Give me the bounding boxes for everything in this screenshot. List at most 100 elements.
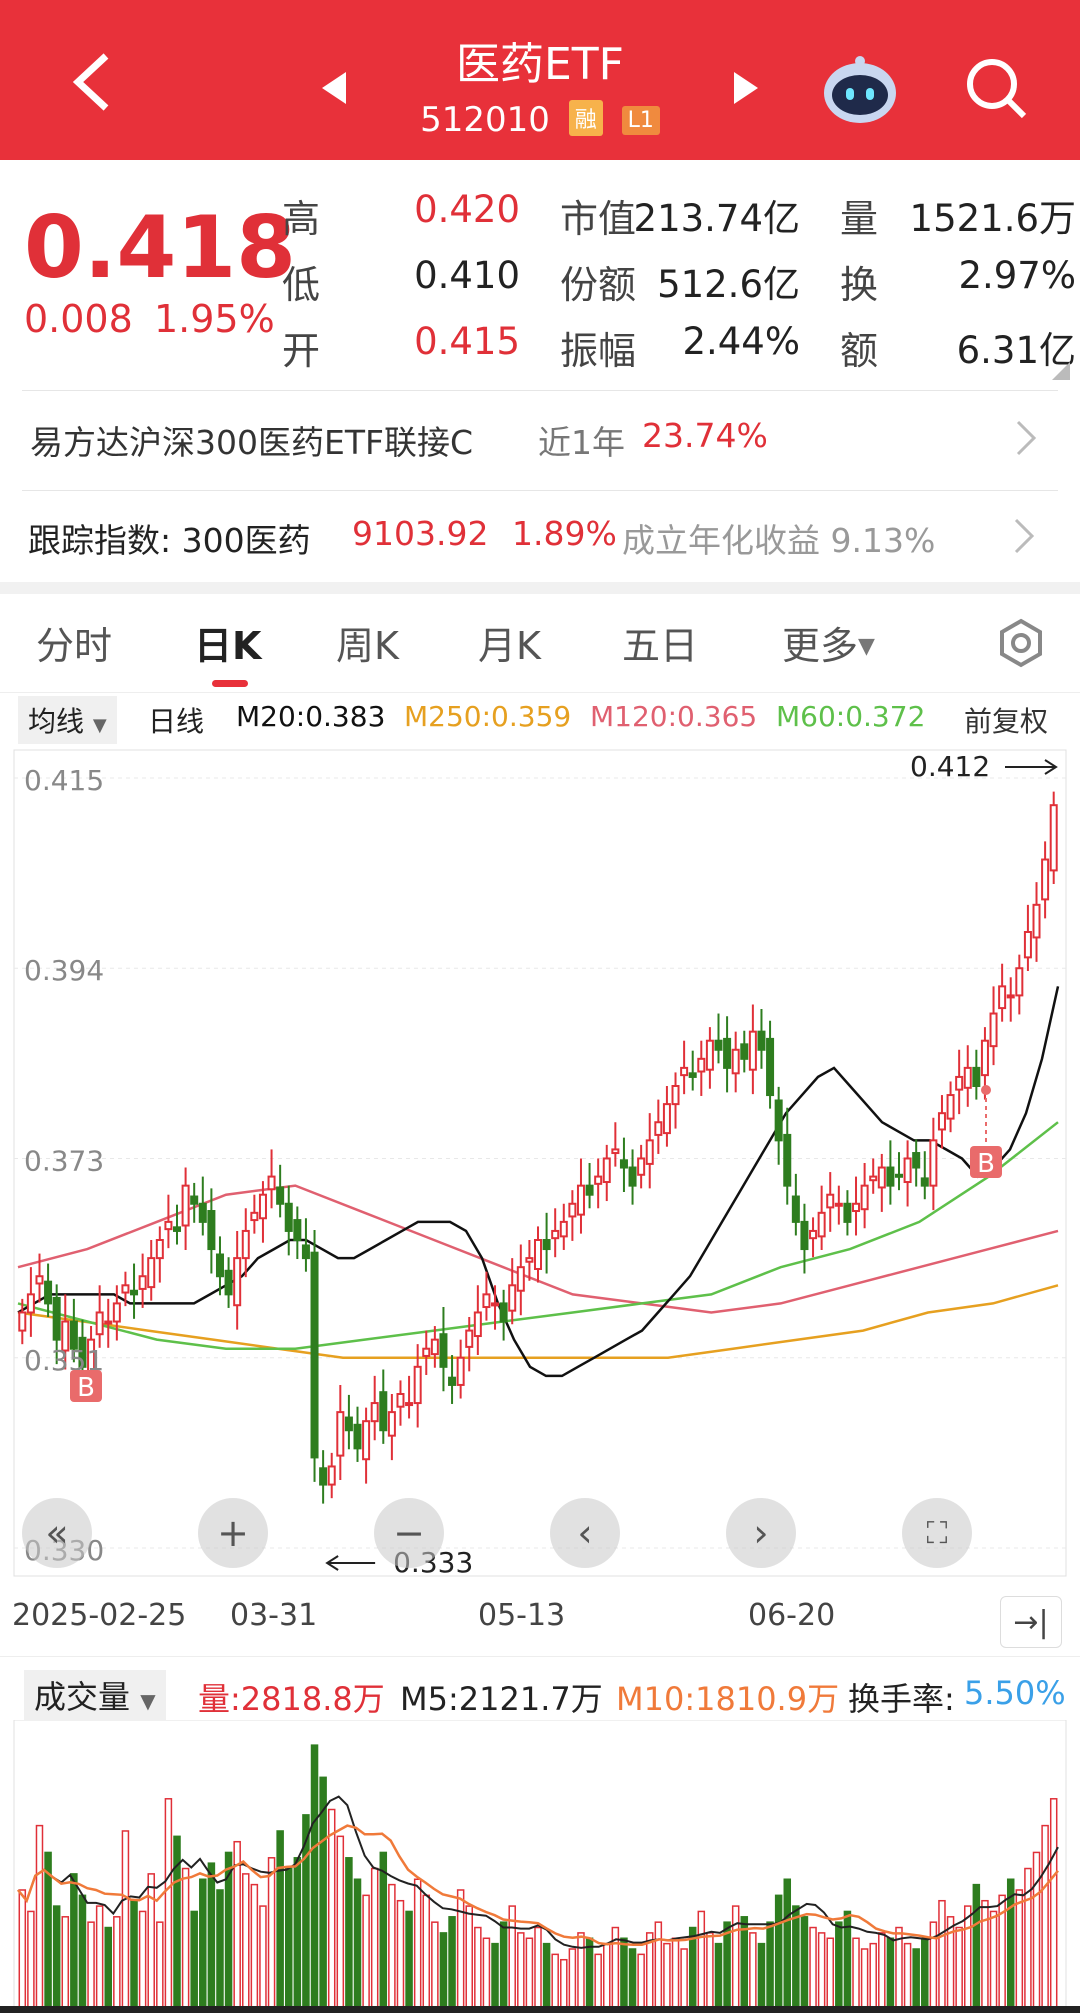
tab-monthly-k[interactable]: 月K (478, 624, 541, 668)
candle-body (748, 1030, 757, 1071)
tab-intraday[interactable]: 分时 (36, 624, 113, 668)
prev-arrow-icon[interactable] (318, 70, 348, 106)
turnover-rate-label: 换手率: (848, 1680, 955, 1718)
volume-bar (405, 1910, 413, 2009)
candle-body (619, 1159, 628, 1169)
fund-link-row[interactable]: 易方达沪深300医药ETF联接C 近1年 23.74% (30, 416, 1060, 476)
volume-bar (620, 1937, 628, 2009)
volume-bar (327, 1808, 336, 2009)
volume-bar (603, 1942, 611, 2009)
candle-body (250, 1211, 259, 1222)
candle-body (860, 1184, 869, 1211)
plus-icon: + (217, 1511, 249, 1555)
volume-bar (130, 1899, 138, 2009)
volume-bar (852, 1937, 860, 2009)
search-icon[interactable] (964, 56, 1028, 120)
open-label: 开 (282, 329, 321, 373)
volume-bar (774, 1894, 783, 2009)
volume-bar (78, 1894, 87, 2009)
volume-bar (370, 1867, 379, 2009)
candle-body (688, 1072, 697, 1078)
candle-body (963, 1066, 972, 1089)
adjust-mode[interactable]: 前复权 (964, 705, 1049, 738)
tab-more[interactable]: 更多▼ (782, 615, 875, 670)
mcap-value: 213.74亿 (633, 197, 800, 240)
volume-bar (181, 1867, 190, 2009)
candle-body (568, 1202, 577, 1218)
volume-bar (336, 1835, 345, 2009)
candle-body (886, 1166, 895, 1187)
settings-icon[interactable] (996, 618, 1046, 668)
candle-body (61, 1320, 70, 1352)
mcap-label: 市值 (560, 197, 637, 241)
volume-bar (310, 1744, 319, 2009)
double-chevron-left-icon: « (45, 1511, 69, 1555)
tab-daily-k[interactable]: 日K (194, 624, 262, 668)
scroll-left-button[interactable]: ‹ (550, 1498, 620, 1568)
index-row[interactable]: 跟踪指数: 300医药 9103.92 1.89% 成立年化收益 9.13% (28, 514, 1058, 574)
caret-down-icon: ▼ (858, 634, 875, 659)
ma-dropdown[interactable]: 均线 ▼ (18, 696, 117, 744)
candle-body (705, 1039, 714, 1071)
volume-bar (259, 1905, 267, 2009)
candle-body (800, 1220, 809, 1251)
back-icon[interactable] (66, 50, 116, 114)
fund-period: 近1年 (538, 423, 625, 462)
divider (0, 1656, 1080, 1657)
scroll-right-button[interactable]: › (726, 1498, 796, 1568)
candle-body (637, 1157, 646, 1176)
chart-frame (13, 749, 1067, 1577)
volume-bar (697, 1910, 706, 2009)
rewind-button[interactable]: « (22, 1498, 92, 1568)
candle-body (69, 1320, 78, 1350)
app-header: 医药ETF 512010 融 L1 (0, 0, 1080, 160)
volume-bar (886, 1937, 895, 2009)
fullscreen-button[interactable]: ⛶ (902, 1498, 972, 1568)
volume-bar (525, 1937, 534, 2009)
volume-bar (560, 1958, 568, 2009)
tab-weekly-k[interactable]: 周K (336, 624, 399, 668)
volume-bar (18, 1889, 27, 2009)
zoom-out-button[interactable]: − (374, 1498, 444, 1568)
volume-bar (809, 1926, 817, 2009)
candle-body (525, 1257, 534, 1263)
tab-five-day[interactable]: 五日 (622, 624, 699, 668)
next-arrow-icon[interactable] (732, 70, 762, 106)
volume-bar (826, 1937, 834, 2009)
candle-body (516, 1266, 525, 1292)
candle-body (301, 1244, 310, 1260)
buy-marker (970, 1146, 1002, 1178)
volume-bar (637, 1953, 645, 2009)
volume-bar (267, 1857, 276, 2009)
volume-bar (242, 1873, 250, 2009)
volume-bar (87, 1921, 95, 2009)
volume-bar (61, 1916, 70, 2009)
volume-dropdown[interactable]: 成交量 ▼ (24, 1670, 166, 1720)
volume-bar (388, 1883, 396, 2009)
volume-bar (955, 1926, 963, 2009)
volume-bar (276, 1830, 284, 2009)
volume-chart[interactable] (0, 1720, 1080, 2013)
candle-body (293, 1219, 302, 1241)
candle-body (937, 1112, 946, 1131)
candle-body (155, 1239, 164, 1260)
candle-body (972, 1066, 981, 1088)
candle-body (602, 1157, 611, 1184)
candle-body (362, 1420, 371, 1461)
candle-body (877, 1166, 886, 1189)
volume-bar (585, 1937, 594, 2009)
candle-body (920, 1177, 929, 1187)
ma-m20: M20:0.383 (236, 700, 386, 733)
candle-body (396, 1393, 405, 1408)
candle-body (327, 1465, 336, 1486)
volume-bar (766, 1921, 774, 2009)
jump-to-latest-button[interactable]: →| (1000, 1596, 1062, 1648)
volume-bar (448, 1916, 456, 2009)
zoom-in-button[interactable]: + (198, 1498, 268, 1568)
volume-bar (379, 1851, 388, 2009)
volume-bar (147, 1873, 155, 2009)
volume-bar (835, 1921, 843, 2009)
robot-avatar-icon[interactable] (820, 55, 900, 125)
tab-more-label: 更多 (782, 624, 859, 668)
